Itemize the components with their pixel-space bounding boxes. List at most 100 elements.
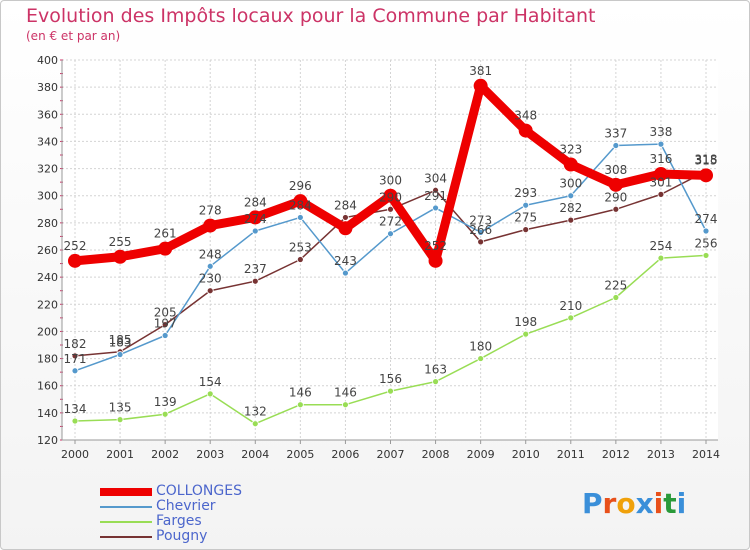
legend-swatch: [100, 521, 152, 523]
data-label: 291: [424, 189, 447, 203]
data-label: 237: [244, 262, 267, 276]
legend-swatch: [100, 488, 152, 496]
data-point: [657, 254, 665, 262]
legend-label: COLLONGES: [156, 483, 242, 499]
data-label: 205: [154, 306, 177, 320]
data-point: [608, 177, 623, 192]
data-label: 256: [695, 236, 718, 250]
x-tick-label: 2002: [151, 448, 179, 461]
data-label: 146: [289, 386, 312, 400]
logo-letter: o: [616, 487, 636, 520]
legend-label: Farges: [156, 513, 202, 529]
data-point: [432, 204, 439, 212]
data-point: [387, 387, 394, 395]
logo-letter: t: [663, 487, 677, 520]
x-tick-label: 2006: [331, 448, 359, 461]
data-label: 300: [559, 177, 582, 191]
data-point: [203, 218, 218, 233]
y-tick-label: 140: [37, 407, 58, 420]
x-tick-label: 2003: [196, 448, 224, 461]
data-point: [68, 253, 82, 268]
data-label: 252: [424, 239, 447, 253]
x-tick-label: 2004: [241, 448, 269, 461]
data-label: 290: [604, 190, 627, 204]
data-label: 284: [289, 198, 312, 212]
logo-letter: i: [653, 487, 664, 520]
data-point: [342, 269, 349, 277]
data-label: 275: [514, 211, 537, 225]
data-point: [293, 194, 308, 209]
logo-letter: P: [582, 487, 603, 520]
data-label: 248: [199, 247, 222, 261]
x-tick-label: 2010: [512, 448, 540, 461]
y-tick-label: 380: [37, 81, 58, 94]
chart-title: Evolution des Impôts locaux pour la Comm…: [26, 5, 596, 27]
data-label: 296: [289, 179, 312, 193]
data-label: 282: [559, 201, 582, 215]
data-point: [113, 249, 128, 264]
data-label: 273: [469, 213, 492, 227]
data-label: 197: [154, 317, 177, 331]
data-point: [206, 287, 214, 295]
x-tick-label: 2001: [106, 448, 134, 461]
y-tick-label: 120: [37, 434, 58, 447]
legend-label: Chevrier: [156, 498, 216, 514]
y-tick-label: 360: [37, 108, 58, 121]
data-point: [71, 352, 79, 360]
data-label: 134: [64, 402, 87, 416]
data-label: 225: [604, 279, 627, 293]
data-label: 154: [199, 375, 222, 389]
x-tick-label: 2008: [422, 448, 450, 461]
y-tick-label: 240: [37, 271, 58, 284]
data-label: 183: [109, 336, 132, 350]
data-point: [248, 210, 263, 225]
data-point: [251, 420, 259, 428]
data-label: 132: [244, 405, 267, 419]
data-point: [71, 367, 79, 375]
data-point: [428, 253, 443, 268]
data-label: 284: [244, 195, 267, 209]
y-tick-label: 400: [37, 54, 58, 67]
data-label: 308: [604, 163, 627, 177]
x-tick-label: 2013: [647, 448, 675, 461]
data-label: 274: [695, 212, 718, 226]
data-label: 316: [649, 152, 672, 166]
data-point: [702, 227, 710, 235]
data-point: [567, 314, 575, 322]
y-tick-label: 200: [37, 325, 58, 338]
data-point: [702, 252, 710, 259]
logo-letter: x: [635, 487, 654, 520]
legend-label: Pougny: [156, 528, 208, 544]
data-point: [161, 332, 169, 339]
data-point: [477, 228, 485, 236]
legend-swatch: [100, 536, 152, 538]
data-label: 304: [424, 171, 447, 185]
data-point: [518, 123, 533, 138]
y-tick-label: 340: [37, 135, 58, 148]
data-point: [657, 190, 665, 198]
data-label: 135: [109, 401, 132, 415]
data-label: 146: [334, 386, 357, 400]
data-label: 171: [64, 352, 87, 366]
data-label: 182: [64, 337, 87, 351]
data-point: [116, 351, 124, 358]
data-point: [522, 330, 530, 338]
data-label: 348: [514, 109, 537, 123]
data-label: 300: [379, 174, 402, 188]
data-label: 261: [154, 227, 177, 241]
data-point: [296, 401, 304, 409]
data-label: 255: [109, 235, 132, 249]
data-label: 252: [64, 239, 87, 253]
chart-subtitle: (en € et par an): [26, 29, 121, 43]
y-tick-label: 260: [37, 244, 58, 257]
data-point: [158, 241, 173, 256]
y-tick-label: 220: [37, 298, 58, 311]
data-point: [206, 390, 214, 398]
y-tick-label: 300: [37, 190, 58, 203]
x-tick-label: 2000: [61, 448, 89, 461]
data-point: [342, 401, 349, 409]
data-point: [383, 188, 398, 203]
data-label: 254: [649, 239, 672, 253]
data-point: [567, 216, 575, 224]
